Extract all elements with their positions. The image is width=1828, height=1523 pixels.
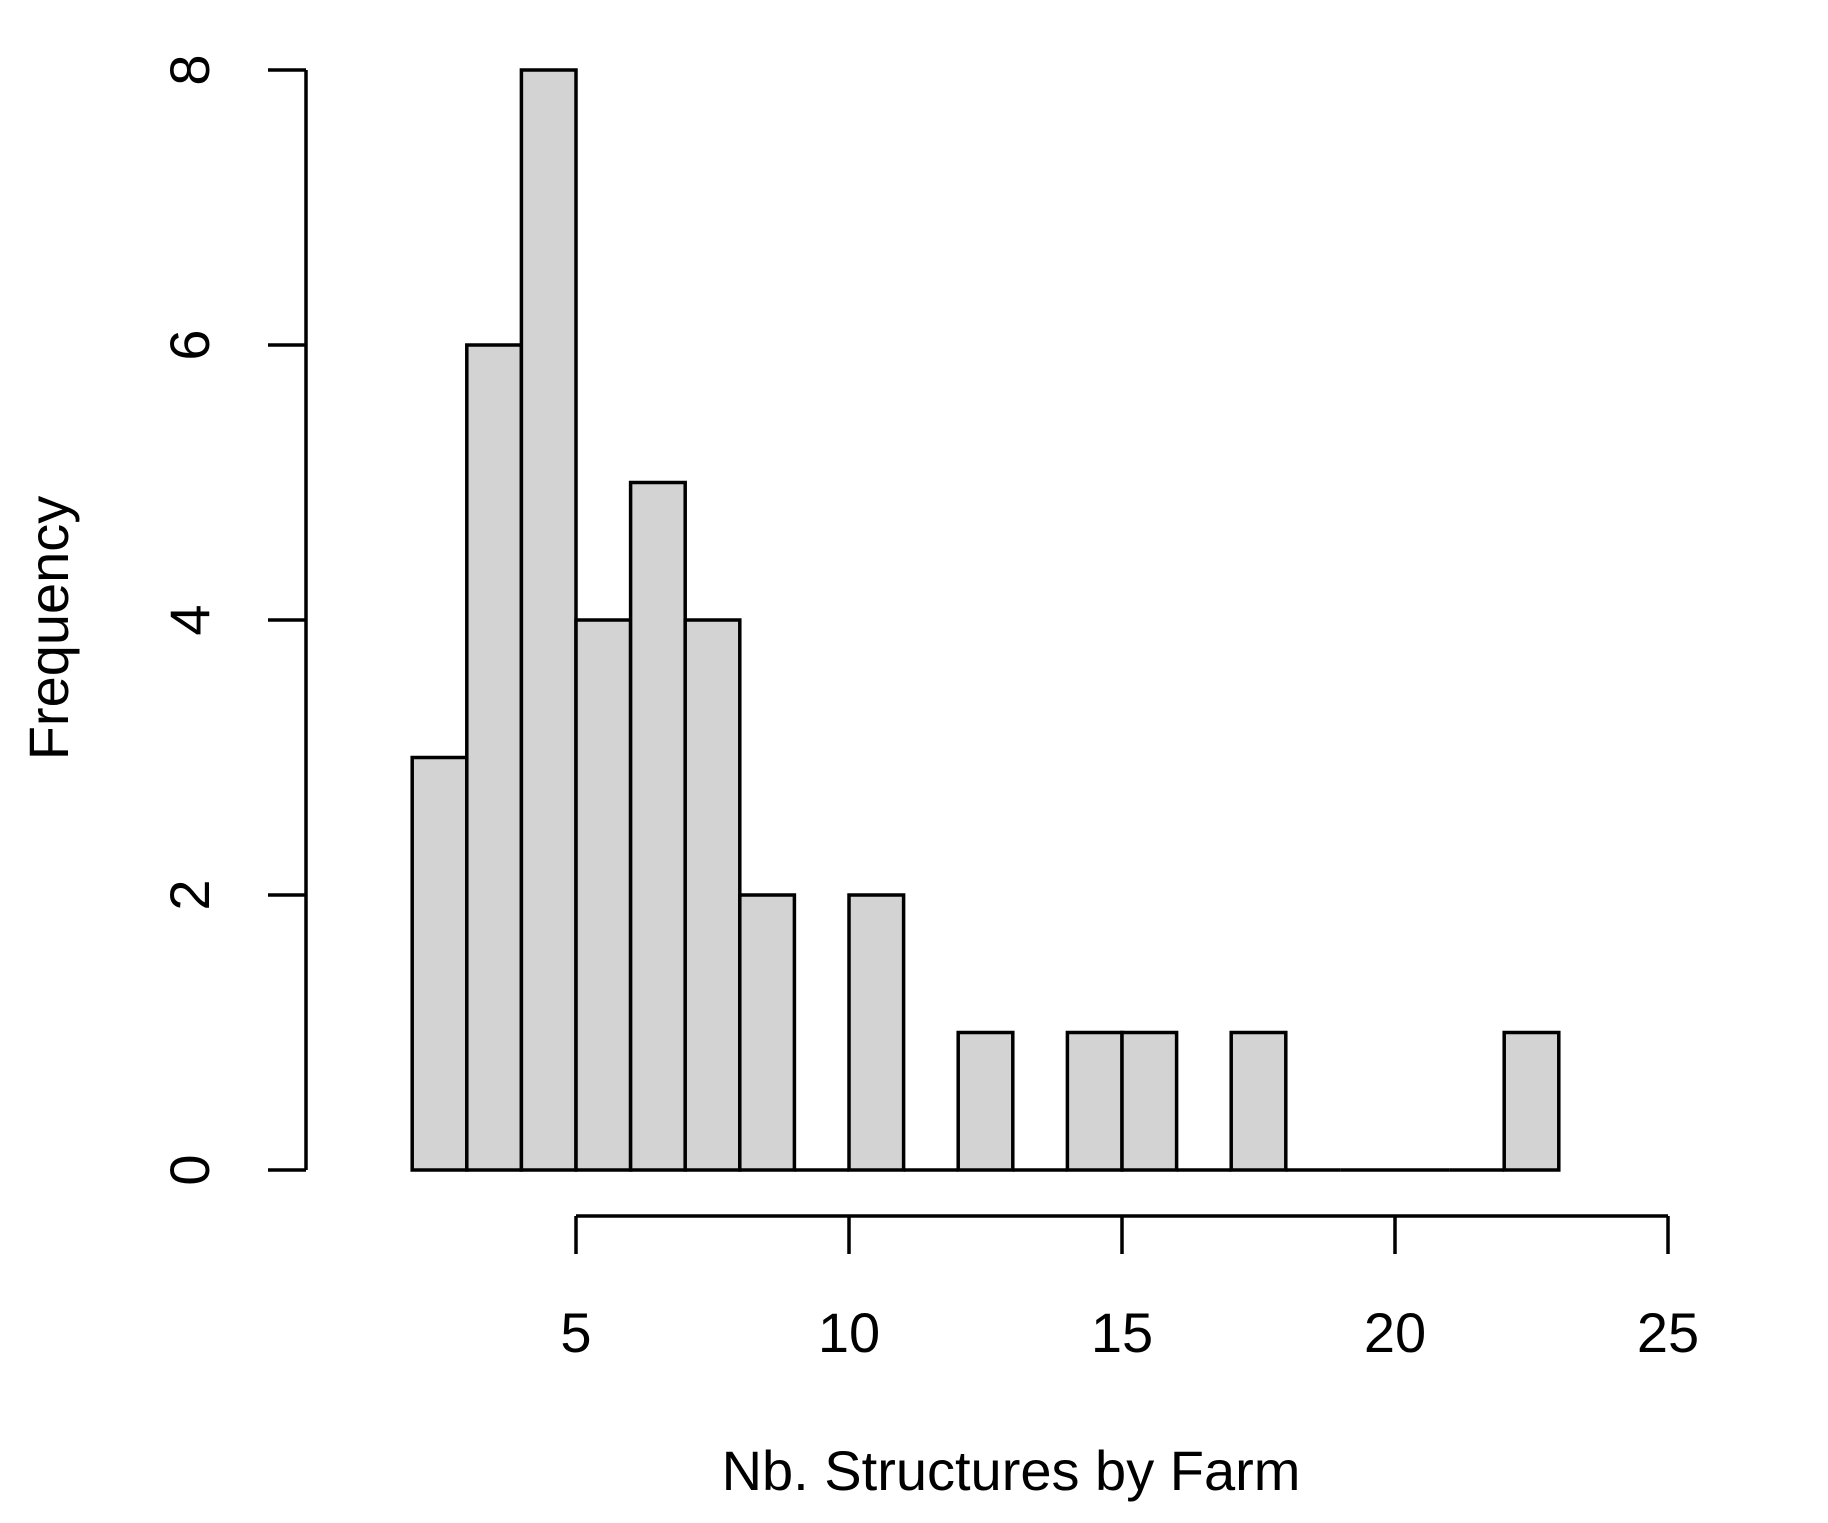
histogram-bar (574, 618, 633, 1172)
histogram-bar (465, 343, 524, 1172)
y-axis-title: Frequency (17, 496, 80, 761)
x-tick-label: 5 (560, 1301, 591, 1364)
histogram-bar (1229, 1030, 1288, 1172)
y-tick-label: 8 (158, 54, 221, 85)
y-tick-label: 0 (158, 1154, 221, 1185)
x-axis: 5 10 15 20 25 (560, 1214, 1699, 1364)
y-tick-label: 2 (158, 879, 221, 910)
x-tick-label: 20 (1364, 1301, 1426, 1364)
x-tick-label: 15 (1091, 1301, 1153, 1364)
histogram-bar (1065, 1030, 1124, 1172)
histogram-bar (683, 618, 742, 1172)
y-tick-label: 4 (158, 604, 221, 635)
histogram-bar (519, 68, 578, 1172)
histogram-bar (410, 755, 469, 1172)
histogram-bar (847, 893, 906, 1172)
histogram-bar (738, 893, 797, 1172)
histogram-bar (1502, 1030, 1561, 1172)
x-tick-label: 10 (818, 1301, 880, 1364)
histogram-bar (1120, 1030, 1179, 1172)
histogram-bar (628, 480, 687, 1172)
histogram-bars (410, 68, 1561, 1172)
y-tick-label: 6 (158, 329, 221, 360)
histogram-bar (956, 1030, 1015, 1172)
y-axis: 0 2 4 6 8 (158, 54, 308, 1186)
x-axis-title: Nb. Structures by Farm (722, 1439, 1301, 1502)
x-tick-label: 25 (1637, 1301, 1699, 1364)
